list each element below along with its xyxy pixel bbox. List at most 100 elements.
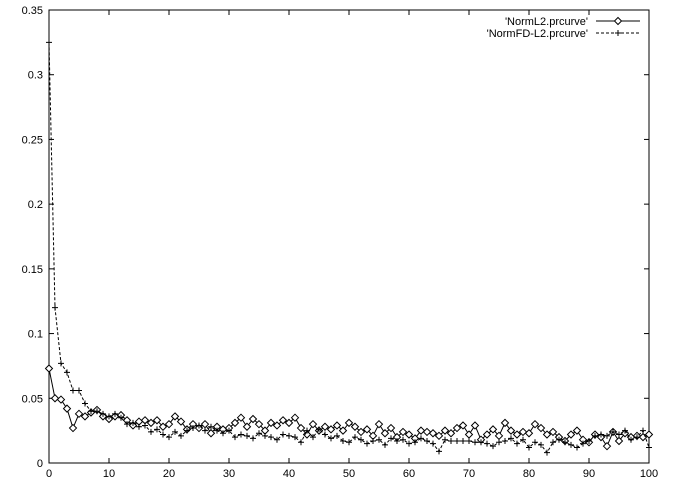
legend-plus-marker	[615, 30, 621, 36]
series-2-point	[316, 426, 322, 433]
series-2-point	[118, 414, 124, 421]
y-tick-label: 0.25	[22, 134, 43, 146]
series-2-point	[568, 441, 574, 448]
series-1-point	[458, 421, 468, 430]
x-tick-label: 50	[343, 468, 355, 480]
series-2-point	[574, 444, 580, 451]
series-1-point	[428, 429, 438, 438]
series-2-point	[124, 421, 130, 428]
series-2-point	[280, 431, 286, 438]
series-1-point	[614, 436, 624, 446]
series-2-point	[76, 387, 82, 394]
series-1-point	[446, 429, 456, 438]
series-1-point	[176, 417, 186, 426]
series-1-point	[512, 430, 522, 439]
series-2-point	[358, 436, 364, 443]
series-2-point	[454, 437, 460, 444]
y-tick-label: 0.35	[22, 5, 43, 17]
series-2-point	[526, 444, 532, 451]
series-1-point	[170, 412, 180, 421]
series-2-point	[268, 434, 274, 441]
series-2-point	[412, 439, 418, 446]
series-2-point	[52, 304, 58, 311]
series-2-point	[562, 439, 568, 446]
series-1-point	[338, 426, 348, 435]
y-tick-label: 0.1	[28, 329, 43, 341]
series-2-point	[250, 435, 256, 442]
plot-frame	[48, 9, 650, 464]
series-2-point	[190, 425, 196, 432]
y-tick-label: 0.3	[28, 70, 43, 82]
series-1-point	[254, 419, 264, 429]
series-1-point	[266, 418, 276, 428]
series-2-point	[418, 435, 424, 442]
series-1-point	[326, 425, 336, 434]
series-1-point	[56, 395, 66, 404]
axis-ticks	[48, 9, 650, 464]
series-1-point	[308, 419, 318, 429]
series-2-point	[364, 440, 370, 447]
series-1-point	[62, 404, 72, 413]
series-2-point	[202, 427, 208, 434]
series-2-point	[478, 439, 484, 446]
series-2-point	[340, 437, 346, 444]
x-tick-label: 100	[640, 468, 658, 480]
series-2-point	[232, 434, 238, 441]
series-1-point	[80, 412, 90, 421]
series-2-point	[436, 448, 442, 455]
legend-diamond-marker	[613, 16, 623, 26]
axis-tick-labels: 0 10 20 30 40 50 60 70 80 90 100 0 0.05 0.1 0.15 0.2 0.2…	[22, 5, 659, 480]
series-2-point	[274, 436, 280, 443]
series-1-point	[530, 419, 540, 429]
series-1-point	[398, 427, 408, 437]
series-2-point	[448, 437, 454, 444]
series-2-point	[622, 427, 628, 434]
series-2-point	[400, 436, 406, 443]
series-2-point	[100, 410, 106, 417]
series-1-point	[452, 423, 462, 433]
series-2-point	[346, 439, 352, 446]
series-2-point	[352, 434, 358, 441]
series-2-point	[424, 437, 430, 444]
series-2-point	[586, 437, 592, 444]
series-1-point	[482, 430, 492, 439]
series-1-point	[422, 427, 432, 437]
series-2-point	[196, 422, 202, 429]
series-2-point	[598, 431, 604, 438]
series-2-point	[328, 435, 334, 442]
x-tick-label: 70	[463, 468, 475, 480]
series-2-point	[640, 427, 646, 434]
series-2-point	[646, 444, 652, 451]
series-1-point	[158, 422, 168, 431]
series-2-point	[550, 439, 556, 446]
series-2-point	[226, 427, 232, 434]
x-tick-label: 20	[163, 468, 175, 480]
series-2-point	[82, 400, 88, 407]
series-1-point	[296, 423, 306, 433]
series-1-point	[68, 423, 78, 433]
series-2-point	[544, 449, 550, 456]
series-layer	[44, 39, 654, 456]
series-2-point	[592, 432, 598, 439]
x-tick-label: 80	[523, 468, 535, 480]
y-tick-label: 0	[37, 458, 43, 470]
series-1-point	[362, 425, 372, 434]
series-2-point	[628, 436, 634, 443]
series-2-point	[112, 410, 118, 417]
series-2-point	[466, 437, 472, 444]
series-2-point	[154, 426, 160, 433]
series-2-point	[136, 423, 142, 430]
series-1-point	[500, 418, 510, 428]
series-2-point	[430, 440, 436, 447]
series-2-point	[88, 408, 94, 415]
series-1-point	[272, 421, 282, 430]
series-2-point	[70, 387, 76, 394]
y-tick-label: 0.15	[22, 264, 43, 276]
series-1-point	[572, 426, 582, 435]
series-1-point	[74, 409, 84, 419]
series-2-point	[94, 408, 100, 415]
x-tick-label: 40	[283, 468, 295, 480]
legend-label-series-1: 'NormL2.prcurve'	[505, 16, 588, 28]
series-2-point	[208, 423, 214, 430]
series-1-point	[566, 430, 576, 439]
